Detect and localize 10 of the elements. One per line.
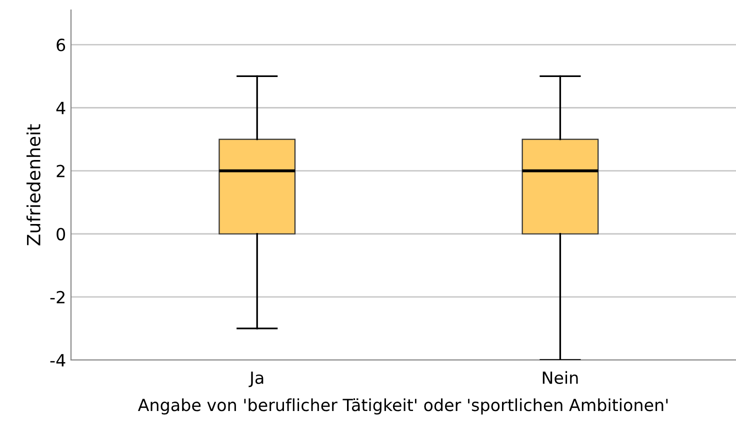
y-tick-label: 0 (56, 228, 66, 240)
y-tick-label: -4 (50, 354, 66, 366)
y-tick-label: 6 (56, 38, 66, 52)
y-tick-label: 4 (56, 102, 66, 114)
x-axis-title: Angabe von 'beruflicher Tätigkeit' oder 'sportlichen Ambitionen' (138, 398, 668, 414)
y-tick-label: 2 (56, 164, 64, 178)
x-tick-label: Ja (248, 372, 264, 388)
y-axis-title: Zufriedenheit (26, 124, 40, 246)
y-tick-label: -2 (50, 290, 64, 304)
x-tick-label: Nein (542, 371, 578, 384)
